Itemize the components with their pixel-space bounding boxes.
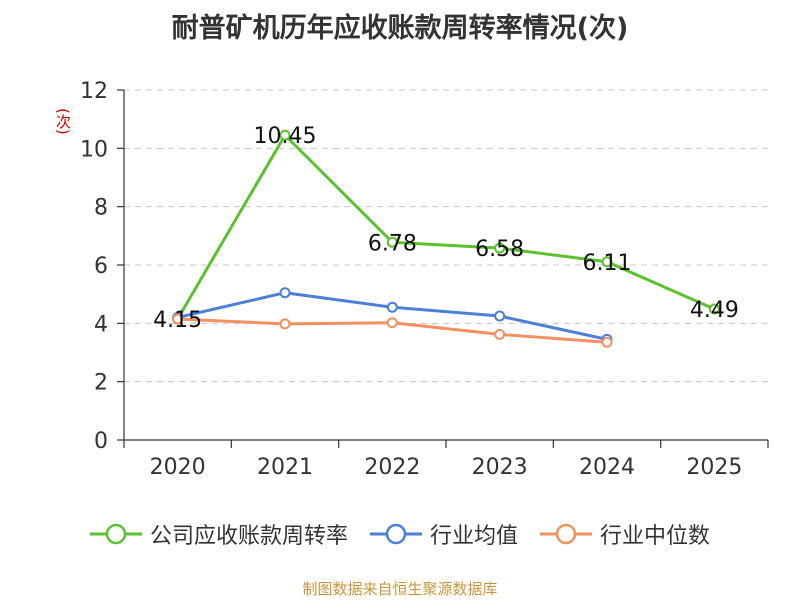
y-tick-label: 6 [94,254,108,279]
legend-line-marker-icon [540,523,592,545]
y-tick-label: 2 [94,371,108,396]
series-lines [172,129,720,348]
series-line [177,291,608,341]
legend-item[interactable]: 行业均值 [369,518,518,550]
data-label: 6.11 [583,251,632,276]
data-point [494,328,506,340]
data-point [279,318,291,330]
data-label: 6.78 [368,231,417,256]
data-labels: 4.15 10.45 6.78 6.58 6.11 4.49 [153,124,739,333]
x-tick-label: 2023 [472,455,528,480]
data-point [708,303,720,315]
legend-label: 行业中位数 [600,524,711,549]
data-point [494,242,506,254]
y-tick-label: 12 [80,79,108,104]
data-point [386,301,398,313]
x-tick-label: 2022 [364,455,420,480]
x-tick-labels: 2020 2021 2022 2023 2024 2025 [150,455,743,480]
data-point [386,317,398,329]
data-label: 10.45 [254,124,317,149]
y-tick-label: 0 [94,429,108,454]
x-tick-label: 2025 [686,455,742,480]
data-point [601,336,613,348]
legend: 公司应收账款周转率 行业均值 行业中位数 [0,518,800,550]
y-tick-label: 8 [94,196,108,221]
legend-line-marker-icon [89,523,142,545]
data-point [279,129,291,141]
series-line [176,133,715,320]
axes [117,89,769,448]
grid-lines [124,89,768,383]
y-axis-label: (次) [54,108,72,135]
data-label: 6.58 [475,237,524,262]
source-note: 制图数据来自恒生聚源数据库 [302,580,498,598]
y-tick-label: 10 [80,137,108,162]
y-tick-label: 4 [94,312,108,337]
legend-label: 行业均值 [429,524,518,549]
legend-line-marker-icon [369,523,422,545]
data-point [386,236,398,248]
data-point [279,287,291,299]
data-point [601,256,613,268]
x-tick-label: 2024 [579,455,635,480]
x-tick-label: 2020 [150,455,206,480]
y-tick-labels: 0 2 4 6 8 10 12 [80,79,108,454]
chart-title: 耐普矿机历年应收账款周转率情况(次) [171,13,629,44]
legend-label: 公司应收账款周转率 [149,524,348,549]
data-label: 4.15 [153,308,202,333]
legend-item[interactable]: 行业中位数 [540,518,710,550]
data-point [172,313,184,325]
x-tick-label: 2021 [257,455,313,480]
data-label: 4.49 [690,298,739,323]
legend-item[interactable]: 公司应收账款周转率 [89,518,348,550]
data-point [494,310,506,322]
